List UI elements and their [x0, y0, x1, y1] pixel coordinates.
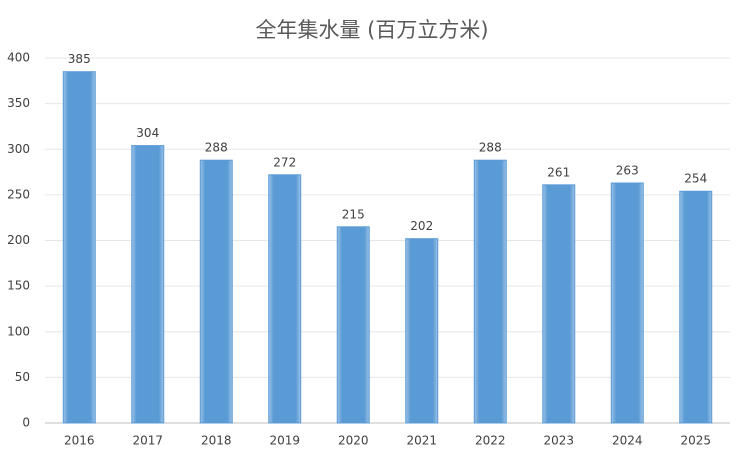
- y-tick-label: 150: [7, 279, 30, 293]
- data-label: 385: [68, 52, 91, 66]
- bar: [542, 184, 576, 424]
- x-tick-label: 2022: [475, 434, 506, 448]
- y-tick-label: 50: [15, 370, 30, 384]
- x-tick-label: 2020: [338, 434, 369, 448]
- y-tick-label: 100: [7, 324, 30, 338]
- data-label: 202: [410, 219, 433, 233]
- y-tick-label: 200: [7, 233, 30, 247]
- x-tick-label: 2018: [201, 434, 232, 448]
- data-label: 263: [616, 164, 639, 178]
- x-tick-label: 2016: [64, 434, 95, 448]
- x-tick-label: 2023: [543, 434, 574, 448]
- y-tick-label: 300: [7, 142, 30, 156]
- x-tick-label: 2025: [680, 434, 711, 448]
- bar: [405, 238, 439, 424]
- x-tick-label: 2019: [269, 434, 300, 448]
- bar: [473, 159, 507, 424]
- x-tick-label: 2021: [406, 434, 437, 448]
- data-label: 254: [684, 172, 707, 186]
- y-tick-label: 400: [7, 51, 30, 65]
- bar: [62, 71, 96, 424]
- data-label: 261: [547, 165, 570, 179]
- bar: [131, 145, 165, 424]
- bar: [199, 159, 233, 424]
- data-label: 215: [342, 207, 365, 221]
- data-label: 272: [273, 155, 296, 169]
- x-tick-label: 2024: [612, 434, 643, 448]
- data-label: 304: [136, 126, 159, 140]
- bar: [610, 182, 644, 424]
- bar: [268, 174, 302, 424]
- y-tick-label: 250: [7, 187, 30, 201]
- y-tick-label: 0: [22, 416, 30, 430]
- data-label: 288: [205, 141, 228, 155]
- y-tick-label: 350: [7, 96, 30, 110]
- bar: [336, 226, 370, 424]
- data-label: 288: [479, 141, 502, 155]
- chart-title: 全年集水量 (百万立方米): [255, 18, 488, 42]
- x-tick-label: 2017: [132, 434, 163, 448]
- bar: [679, 190, 713, 424]
